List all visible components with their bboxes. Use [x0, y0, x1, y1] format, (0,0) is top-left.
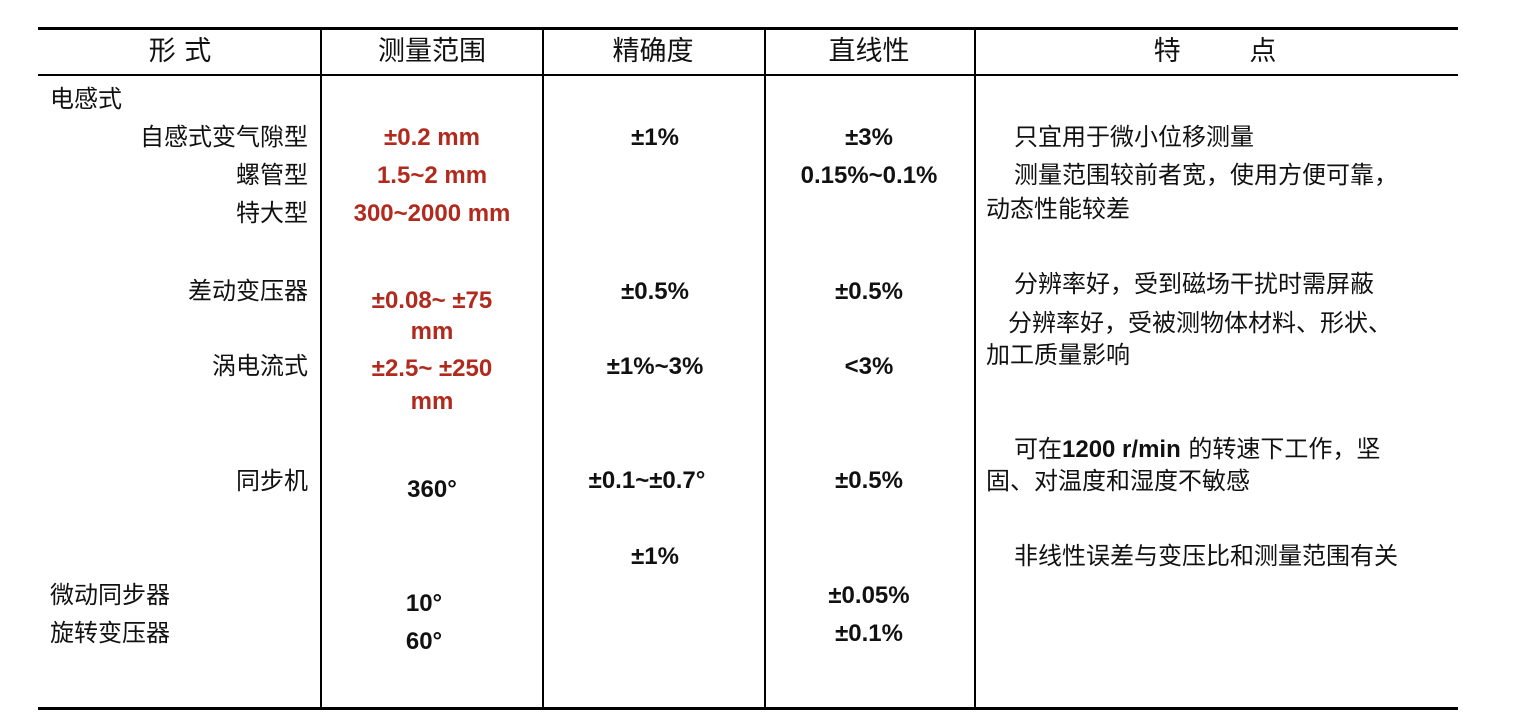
type-eddy-current: 涡电流式	[212, 352, 308, 380]
accuracy-synchro: ±0.1~±0.7°	[588, 467, 706, 494]
linearity-solenoid: 0.15%~0.1%	[800, 162, 938, 189]
column-divider	[974, 30, 976, 708]
range-self-inductive: ±0.2 mm	[384, 124, 480, 151]
range-differential-transformer-line1: ±0.08~ ±75	[371, 287, 493, 314]
column-divider	[764, 30, 766, 708]
group-label-inductive: 电感式	[50, 85, 122, 113]
feature-solenoid-line1: 测量范围较前者宽，使用方便可靠，	[1014, 161, 1398, 189]
feature-micro-synchro: 非线性误差与变压比和测量范围有关	[1014, 542, 1398, 570]
linearity-differential-transformer: ±0.5%	[835, 278, 903, 305]
range-solenoid: 1.5~2 mm	[376, 162, 488, 189]
table-bottom-rule	[38, 707, 1458, 710]
feature-differential-transformer: 分辨率好，受到磁场干扰时需屏蔽	[1014, 270, 1374, 298]
column-divider	[320, 30, 322, 708]
column-divider	[542, 30, 544, 708]
linearity-synchro: ±0.5%	[835, 467, 903, 494]
range-differential-transformer-line2: mm	[410, 318, 454, 345]
feature-self-inductive: 只宜用于微小位移测量	[1014, 123, 1254, 151]
table-header-rule	[38, 74, 1458, 76]
header-range: 测量范围	[378, 36, 486, 67]
linearity-self-inductive: ±3%	[845, 124, 893, 151]
header-type: 形 式	[148, 36, 212, 67]
accuracy-differential-transformer: ±0.5%	[621, 278, 689, 305]
accuracy-self-inductive: ±1%	[631, 124, 679, 151]
feature-synchro-pre: 可在	[1014, 435, 1062, 463]
range-eddy-current-line2: mm	[410, 388, 454, 415]
linearity-eddy-current: <3%	[844, 353, 894, 380]
header-accuracy: 精确度	[612, 36, 694, 67]
type-solenoid: 螺管型	[236, 161, 308, 189]
feature-synchro-line2: 固、对温度和湿度不敏感	[986, 467, 1250, 495]
type-synchro: 同步机	[236, 467, 308, 495]
feature-synchro-line1: 可在1200 r/min 的转速下工作，坚	[1014, 437, 1380, 462]
linearity-micro-synchro: ±0.05%	[828, 582, 910, 609]
feature-eddy-current-line2: 加工质量影响	[986, 341, 1130, 369]
feature-eddy-current-line1: 分辨率好，受被测物体材料、形状、	[1008, 309, 1392, 337]
accuracy-micro-synchro: ±1%	[631, 543, 679, 570]
type-differential-transformer: 差动变压器	[188, 277, 308, 305]
feature-solenoid-line2: 动态性能较差	[986, 195, 1130, 223]
linearity-resolver: ±0.1%	[835, 620, 903, 647]
range-extra-large: 300~2000 mm	[353, 200, 511, 227]
feature-synchro-speed: 1200 r/min	[1062, 436, 1181, 463]
range-micro-synchro: 10°	[405, 590, 443, 617]
header-linearity: 直线性	[828, 36, 910, 67]
type-self-inductive: 自感式变气隙型	[140, 123, 308, 151]
header-feature: 特 点	[1153, 36, 1277, 67]
type-micro-synchro: 微动同步器	[50, 581, 170, 609]
range-resolver: 60°	[405, 628, 443, 655]
feature-synchro-post: 的转速下工作，坚	[1180, 435, 1381, 463]
table-top-rule	[38, 27, 1458, 30]
accuracy-eddy-current: ±1%~3%	[606, 353, 704, 380]
range-eddy-current-line1: ±2.5~ ±250	[371, 355, 493, 382]
range-synchro: 360°	[407, 476, 457, 503]
type-extra-large: 特大型	[236, 199, 308, 227]
type-resolver: 旋转变压器	[50, 619, 170, 647]
